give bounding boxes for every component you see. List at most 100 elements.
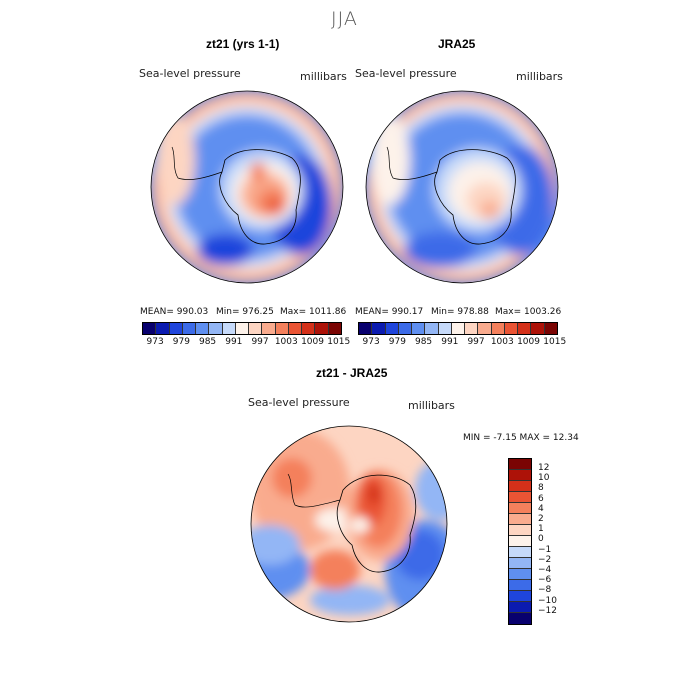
colorbar-swatch	[412, 323, 426, 334]
panel2-title: JRA25	[438, 37, 476, 51]
colorbar-swatch	[509, 591, 531, 602]
panel2-variable: Sea-level pressure	[355, 67, 457, 80]
colorbar-tick-label: 979	[172, 337, 190, 347]
colorbar-swatch	[509, 558, 531, 569]
panel2-units: millibars	[516, 70, 563, 83]
colorbar-tick-label: 1009	[517, 337, 540, 347]
colorbar-tick-label: 991	[225, 337, 243, 347]
colorbar-swatch	[425, 323, 439, 334]
colorbar-tick-label: 2	[538, 514, 544, 524]
colorbar-swatch	[509, 459, 531, 470]
panel2-mean: MEAN= 990.17	[355, 307, 424, 317]
colorbar-swatch	[451, 323, 466, 334]
colorbar-swatch	[531, 323, 545, 334]
colorbar-swatch	[509, 514, 531, 525]
panel1-mean: MEAN= 990.03	[140, 307, 209, 317]
colorbar-swatch	[398, 323, 413, 334]
panel3-units: millibars	[408, 399, 455, 412]
colorbar-swatch	[328, 323, 341, 334]
map-zt21-border	[150, 90, 344, 284]
colorbar-tick-label: 979	[388, 337, 406, 347]
colorbar-swatch	[518, 323, 532, 334]
panel3-minmax: MIN = -7.15 MAX = 12.34	[463, 433, 579, 443]
colorbar-tick-label: 1009	[301, 337, 324, 347]
panel2-colorbar-ticks: 973 979 985 991 997 1003 1009 1015	[358, 337, 568, 347]
colorbar-swatch	[182, 323, 197, 334]
colorbar-tick-label: 8	[538, 483, 544, 494]
colorbar-swatch	[509, 503, 531, 514]
colorbar-tick-label: 985	[414, 337, 433, 347]
colorbar-swatch	[509, 602, 531, 613]
colorbar-swatch	[359, 323, 373, 334]
colorbar-swatch	[491, 323, 505, 334]
colorbar-swatch	[143, 323, 157, 334]
colorbar-swatch	[302, 323, 316, 334]
colorbar-swatch	[385, 323, 399, 334]
colorbar-swatch	[372, 323, 386, 334]
panel1-min: Min= 976.25	[216, 307, 274, 317]
colorbar-tick-label: −12	[538, 605, 557, 616]
colorbar-swatch	[169, 323, 183, 334]
panel2-max: Max= 1003.26	[495, 307, 562, 317]
colorbar-tick-label: −8	[538, 585, 552, 596]
colorbar-swatch	[509, 580, 531, 591]
panel3-variable: Sea-level pressure	[248, 396, 350, 409]
colorbar-swatch	[509, 613, 531, 624]
panel1-max: Max= 1011.86	[280, 307, 347, 317]
colorbar-tick-label: −4	[538, 565, 552, 575]
colorbar-tick-label: 973	[146, 337, 164, 347]
panel3-title: zt21 - JRA25	[316, 366, 388, 380]
colorbar-swatch	[544, 323, 557, 334]
map-difference	[251, 426, 447, 622]
colorbar-swatch	[222, 323, 236, 334]
map-jra25-border	[365, 90, 559, 284]
colorbar-swatch	[315, 323, 329, 334]
colorbar-swatch	[156, 323, 170, 334]
colorbar-swatch	[209, 323, 223, 334]
colorbar-swatch	[509, 547, 531, 558]
colorbar-tick-label: 10	[538, 473, 550, 484]
map-zt21	[151, 91, 343, 283]
colorbar-swatch	[478, 323, 492, 334]
map-difference-border	[250, 425, 448, 623]
figure-title: JJA	[331, 8, 358, 30]
colorbar-swatch	[249, 323, 263, 334]
panel1-title: zt21 (yrs 1-1)	[206, 37, 280, 51]
colorbar-tick-label: 1	[538, 524, 544, 535]
colorbar-tick-label: 6	[538, 493, 544, 504]
panel1-colorbar-ticks: 973 979 985 991 997 1003 1009 1015	[142, 337, 352, 347]
colorbar-tick-label: 991	[441, 337, 459, 347]
colorbar-swatch	[235, 323, 250, 334]
colorbar-swatch	[509, 525, 531, 536]
panel1-variable: Sea-level pressure	[139, 67, 241, 80]
colorbar-tick-label: −2	[538, 554, 552, 565]
colorbar-swatch	[509, 536, 531, 547]
colorbar-swatch	[509, 470, 531, 481]
colorbar-swatch	[504, 323, 519, 334]
colorbar-tick-label: 997	[467, 337, 485, 347]
panel1-units: millibars	[300, 70, 347, 83]
colorbar-swatch	[509, 481, 531, 492]
colorbar-tick-label: 1015	[543, 337, 567, 347]
colorbar-tick-label: −6	[538, 575, 552, 586]
colorbar-tick-label: 1015	[327, 337, 351, 347]
colorbar-tick-label: −10	[538, 595, 557, 606]
colorbar-swatch	[262, 323, 276, 334]
colorbar-tick-label: 0	[538, 534, 544, 545]
panel3-colorbar	[508, 458, 532, 625]
colorbar-swatch	[509, 569, 531, 580]
colorbar-tick-label: 973	[362, 337, 380, 347]
panel2-min: Min= 978.88	[431, 307, 489, 317]
colorbar-swatch	[509, 492, 531, 503]
colorbar-swatch	[275, 323, 289, 334]
colorbar-tick-label: 4	[538, 503, 544, 514]
colorbar-swatch	[196, 323, 210, 334]
colorbar-swatch	[465, 323, 479, 334]
colorbar-swatch	[288, 323, 303, 334]
panel2-colorbar	[358, 322, 558, 335]
colorbar-tick-label: 1003	[490, 337, 514, 347]
colorbar-tick-label: 1003	[274, 337, 298, 347]
colorbar-tick-label: 985	[198, 337, 217, 347]
